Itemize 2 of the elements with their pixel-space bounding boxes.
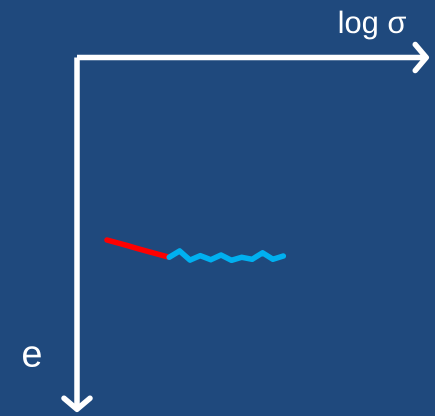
x-axis-title: log σ: [340, 10, 406, 40]
y-axis-title: e: [23, 346, 41, 367]
